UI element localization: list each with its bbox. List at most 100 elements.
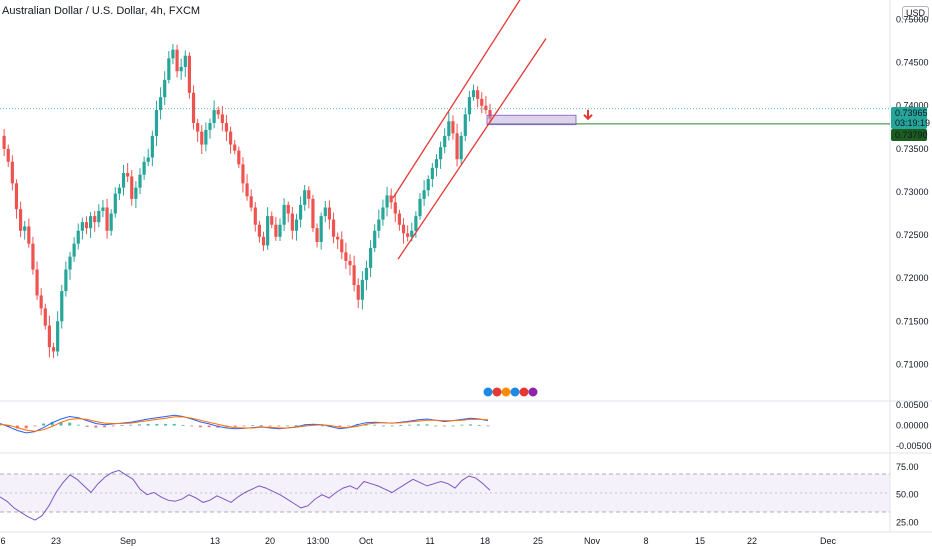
candle-body xyxy=(480,98,484,106)
sell-zone-box xyxy=(486,114,577,126)
rsi-pane: 75.00 50.00 25.00 xyxy=(0,462,919,527)
macd-histogram-bar xyxy=(390,425,394,427)
candle-body xyxy=(27,226,31,244)
time-tick-label: Dec xyxy=(820,536,837,546)
candle-body xyxy=(298,204,303,220)
time-tick-label: 13:00 xyxy=(307,536,330,546)
macd-histogram-bar xyxy=(94,425,98,428)
candle-body xyxy=(154,110,159,136)
candle-body xyxy=(175,49,179,72)
macd-pane: 0.00500 0.00000 -0.00500 xyxy=(0,400,932,451)
candle-body xyxy=(360,279,364,300)
macd-histogram-bar xyxy=(146,423,150,426)
macd-histogram-bar xyxy=(486,425,490,427)
candle-body xyxy=(51,347,56,352)
macd-histogram-bar xyxy=(381,425,385,427)
time-tick-label: 18 xyxy=(480,536,490,546)
candle-body xyxy=(406,233,410,237)
rsi-tick-label: 25.00 xyxy=(896,517,919,527)
candle-body xyxy=(163,79,167,98)
signal-line xyxy=(0,416,489,432)
candle-body xyxy=(179,66,183,72)
macd-histogram-bar xyxy=(172,423,176,426)
macd-tick-label: -0.00500 xyxy=(896,441,932,451)
candle-body xyxy=(368,248,373,268)
candle-body xyxy=(130,176,134,199)
currency-badge[interactable]: USD xyxy=(902,6,930,20)
time-tick-label: 15 xyxy=(695,536,705,546)
time-tick-label: 11 xyxy=(425,536,434,546)
candle-body xyxy=(307,190,311,199)
macd-histogram-bar xyxy=(50,421,54,426)
candle-body xyxy=(467,97,472,115)
candle-body xyxy=(84,222,89,229)
candle-body xyxy=(389,195,393,203)
price-tick-label: 0.75000 xyxy=(896,15,929,25)
candle-body xyxy=(228,131,233,145)
candle-body xyxy=(476,90,480,99)
macd-histogram-bar xyxy=(233,425,237,427)
candle-body xyxy=(377,219,381,231)
candle-body xyxy=(348,260,352,266)
candle-body xyxy=(249,196,253,208)
candle-body xyxy=(385,195,389,208)
candle-body xyxy=(43,308,47,326)
candle-body xyxy=(336,236,340,240)
drawing-annotations[interactable] xyxy=(0,0,890,260)
price-tick-label: 0.72500 xyxy=(896,230,929,240)
macd-tick-label: 0.00500 xyxy=(896,400,929,410)
macd-histogram-bar xyxy=(425,424,429,426)
candle-body xyxy=(237,150,241,165)
macd-histogram-bar xyxy=(451,425,455,427)
macd-histogram-bar xyxy=(76,424,80,426)
candle-body xyxy=(364,267,369,280)
macd-histogram-bar xyxy=(477,425,481,426)
candle-body xyxy=(344,252,348,261)
candle-body xyxy=(64,269,68,292)
candle-body xyxy=(323,207,327,217)
candlestick-series xyxy=(2,44,492,358)
candle-body xyxy=(2,135,6,149)
macd-histogram-bar xyxy=(190,425,194,427)
macd-tick-label: 0.00000 xyxy=(896,421,929,431)
candle-body xyxy=(422,190,426,199)
candle-body xyxy=(443,135,447,148)
macd-histogram-bar xyxy=(137,424,141,426)
candle-body xyxy=(212,110,216,123)
candle-body xyxy=(146,157,150,162)
candle-body xyxy=(282,204,286,225)
candle-body xyxy=(68,256,72,270)
rsi-line xyxy=(0,469,491,521)
candle-body xyxy=(241,164,245,184)
candle-body xyxy=(97,210,101,223)
macd-histogram-bar xyxy=(442,425,446,427)
candle-body xyxy=(113,193,117,214)
macd-histogram-bar xyxy=(207,425,211,428)
time-tick-label: 8 xyxy=(643,536,648,546)
macd-histogram-bar xyxy=(286,425,290,427)
macd-histogram-bar xyxy=(33,425,37,427)
macd-histogram-bar xyxy=(198,425,202,428)
candle-body xyxy=(484,105,488,111)
candle-body xyxy=(393,202,397,214)
macd-line xyxy=(0,414,489,434)
candle-body xyxy=(373,230,377,249)
candle-body xyxy=(410,230,414,237)
candle-body xyxy=(245,183,249,197)
macd-histogram-bar xyxy=(320,425,324,427)
candle-body xyxy=(471,90,476,98)
candle-body xyxy=(327,207,332,220)
candle-body xyxy=(76,230,80,244)
candle-body xyxy=(331,219,336,237)
candle-body xyxy=(183,55,187,67)
candle-body xyxy=(208,122,212,130)
candle-body xyxy=(56,321,60,352)
candle-body xyxy=(14,183,19,210)
macd-histogram-bar xyxy=(460,424,464,426)
candle-body xyxy=(220,114,224,123)
candle-body xyxy=(60,291,64,322)
event-badges[interactable] xyxy=(483,387,538,397)
price-tick-label: 0.72000 xyxy=(896,273,929,283)
candle-body xyxy=(88,216,93,229)
